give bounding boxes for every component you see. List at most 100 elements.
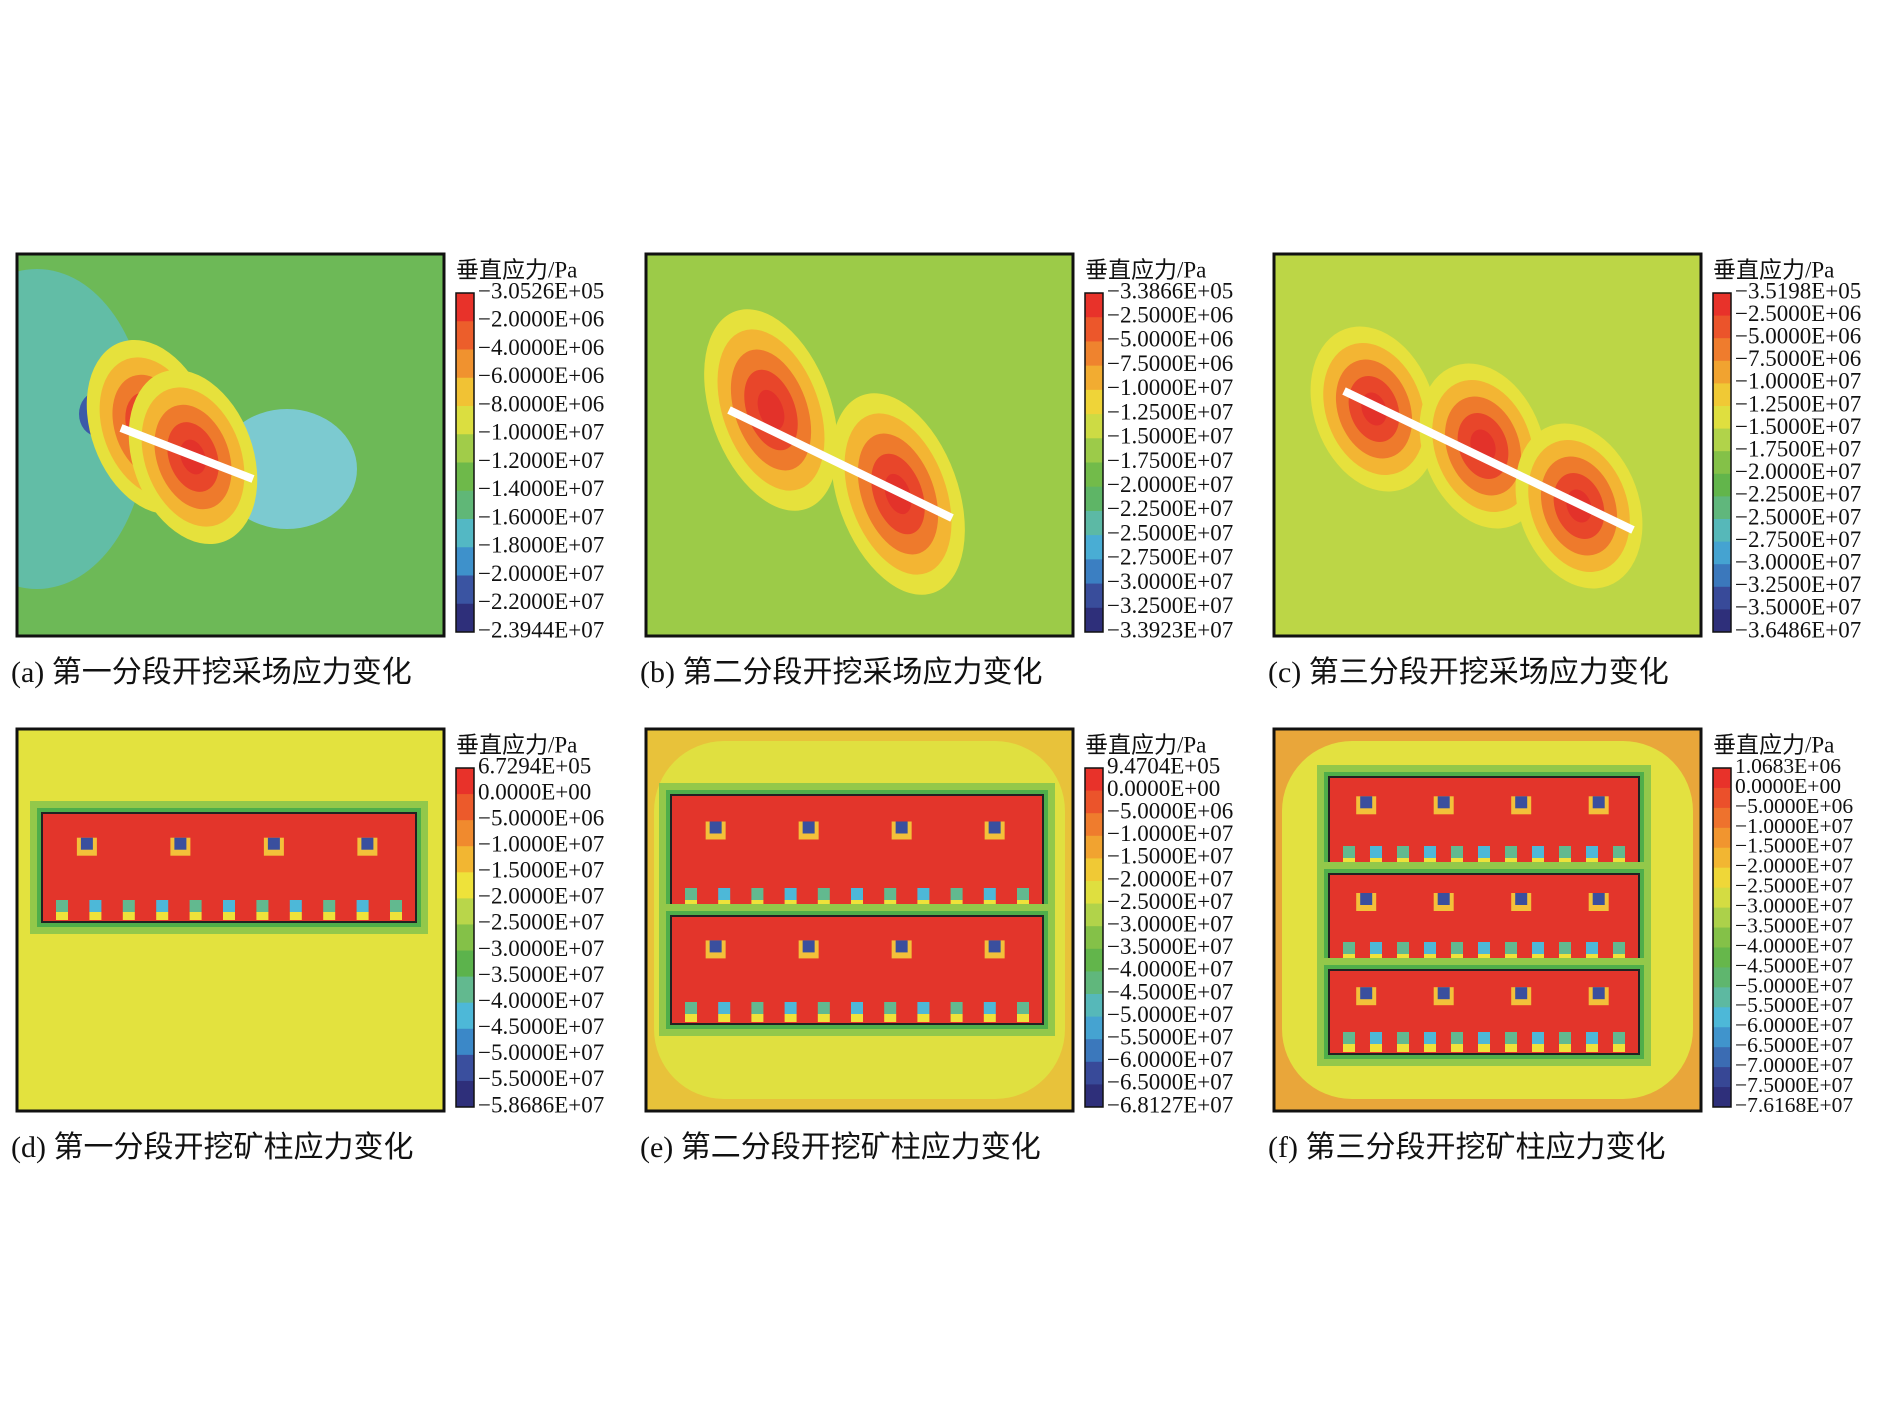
legend-swatch bbox=[1085, 768, 1103, 792]
stress-spot bbox=[174, 837, 187, 850]
stress-spot bbox=[1515, 893, 1528, 905]
legend-label: 9.4704E+05 bbox=[1107, 753, 1220, 778]
stress-spot bbox=[1370, 1044, 1382, 1052]
legend-label: −3.3923E+07 bbox=[1107, 617, 1233, 642]
legend-label: −3.2500E+07 bbox=[1107, 593, 1233, 618]
stress-spot bbox=[709, 940, 722, 953]
legend-swatch bbox=[1085, 1061, 1103, 1085]
legend-swatch bbox=[1713, 360, 1731, 384]
stress-spot bbox=[1532, 1044, 1544, 1052]
legend-label: −3.0000E+07 bbox=[478, 936, 604, 961]
legend-swatch bbox=[456, 321, 474, 350]
legend-label: −1.7500E+07 bbox=[1735, 436, 1861, 461]
legend-swatch bbox=[1713, 586, 1731, 610]
stress-spot bbox=[56, 912, 68, 920]
caption: (b) 第二分段开挖采场应力变化 bbox=[640, 656, 1042, 689]
legend-swatch bbox=[1713, 293, 1731, 317]
legend-title: 垂直应力/Pa bbox=[1085, 732, 1206, 757]
stress-spot bbox=[884, 1002, 897, 1014]
stress-spot bbox=[1505, 1044, 1517, 1052]
legend-swatch bbox=[456, 1002, 474, 1030]
legend-label: −4.5000E+07 bbox=[1107, 979, 1233, 1004]
stress-spot bbox=[1343, 942, 1355, 954]
contour-plot: 垂直应力/Pa9.4704E+050.0000E+00−5.0000E+06−1… bbox=[640, 727, 1233, 1164]
stress-spot bbox=[1397, 1044, 1409, 1052]
legend-swatch bbox=[456, 1080, 474, 1108]
stress-spot bbox=[1451, 942, 1463, 954]
stress-spot bbox=[917, 888, 930, 900]
stress-spot bbox=[1515, 987, 1528, 1000]
stress-spot bbox=[1586, 1032, 1598, 1044]
stress-spot bbox=[1017, 1002, 1029, 1014]
stress-spot bbox=[1559, 1044, 1571, 1052]
stress-spot bbox=[1592, 796, 1605, 809]
legend-swatch bbox=[456, 349, 474, 379]
stress-spot bbox=[1370, 942, 1382, 954]
stress-spot bbox=[390, 912, 402, 920]
legend-swatch bbox=[1713, 887, 1731, 909]
stress-spot bbox=[1370, 846, 1382, 858]
legend-label: −3.2500E+07 bbox=[1735, 572, 1861, 597]
stress-spot bbox=[1559, 942, 1571, 954]
legend-swatch bbox=[1713, 768, 1731, 789]
stress-spot bbox=[685, 1002, 697, 1014]
legend-label: −1.0000E+07 bbox=[1107, 375, 1233, 400]
stress-spot bbox=[917, 1002, 930, 1014]
stress-spot bbox=[1343, 1032, 1355, 1044]
stress-spot bbox=[1559, 846, 1571, 858]
stress-spot bbox=[1532, 1032, 1544, 1044]
legend-label: −3.0000E+07 bbox=[1107, 911, 1233, 936]
contour-plot: 垂直应力/Pa−3.5198E+05−2.5000E+06−5.0000E+06… bbox=[1268, 252, 1861, 689]
plot-frame bbox=[15, 727, 446, 1113]
stress-spot bbox=[361, 837, 374, 850]
legend-label: −6.5000E+07 bbox=[1107, 1070, 1233, 1095]
legend-swatch bbox=[1713, 541, 1731, 565]
excavation-line bbox=[119, 424, 255, 483]
legend-label: −4.0000E+07 bbox=[1735, 933, 1853, 957]
legend-swatch bbox=[1085, 341, 1103, 367]
stress-spot bbox=[56, 900, 68, 912]
legend-label: −1.6000E+07 bbox=[478, 504, 604, 529]
excavation-line bbox=[1342, 387, 1635, 534]
legend-label: −1.0000E+07 bbox=[478, 420, 604, 445]
legend-label: −1.5000E+07 bbox=[478, 858, 604, 883]
legend-swatch bbox=[1713, 315, 1731, 339]
legend-title: 垂直应力/Pa bbox=[456, 732, 577, 757]
legend-label: −3.5000E+07 bbox=[1735, 595, 1861, 620]
legend-swatch bbox=[1085, 971, 1103, 995]
plot-area bbox=[646, 729, 1073, 1111]
stress-spot bbox=[851, 1014, 863, 1022]
legend-label: −6.0000E+07 bbox=[1107, 1047, 1233, 1072]
legend-swatch bbox=[1085, 365, 1103, 391]
legend-label: −5.0000E+06 bbox=[1107, 327, 1233, 352]
stress-spot bbox=[1613, 1032, 1625, 1044]
legend-label: −2.0000E+07 bbox=[1107, 866, 1233, 891]
legend-swatch bbox=[456, 950, 474, 978]
stress-spot bbox=[289, 912, 302, 920]
legend-title: 垂直应力/Pa bbox=[1713, 732, 1834, 757]
legend-swatch bbox=[456, 519, 474, 548]
stress-spot bbox=[89, 900, 102, 912]
legend-swatch bbox=[1085, 438, 1103, 463]
stress-spot bbox=[89, 912, 102, 920]
stress-spot bbox=[718, 1002, 731, 1014]
legend-swatch bbox=[1085, 1084, 1103, 1108]
legend-label: −7.5000E+06 bbox=[1107, 351, 1233, 376]
legend-swatch bbox=[456, 575, 474, 605]
legend-label: 6.7294E+05 bbox=[478, 753, 591, 778]
legend-label: −2.5000E+07 bbox=[1107, 520, 1233, 545]
legend-label: −4.5000E+07 bbox=[1735, 953, 1853, 977]
stress-spot bbox=[983, 1002, 996, 1014]
legend-swatch bbox=[1085, 293, 1103, 318]
legend-swatch bbox=[1085, 414, 1103, 439]
legend-label: −5.0000E+07 bbox=[478, 1040, 604, 1065]
stress-spot bbox=[1613, 846, 1625, 858]
stress-spot bbox=[1592, 987, 1605, 1000]
plot-area bbox=[1274, 254, 1701, 636]
stress-spot bbox=[685, 888, 697, 900]
stress-spot bbox=[1017, 1014, 1029, 1022]
legend-label: −2.3944E+07 bbox=[478, 617, 604, 642]
legend-swatch bbox=[1085, 510, 1103, 536]
legend-swatch bbox=[456, 547, 474, 576]
